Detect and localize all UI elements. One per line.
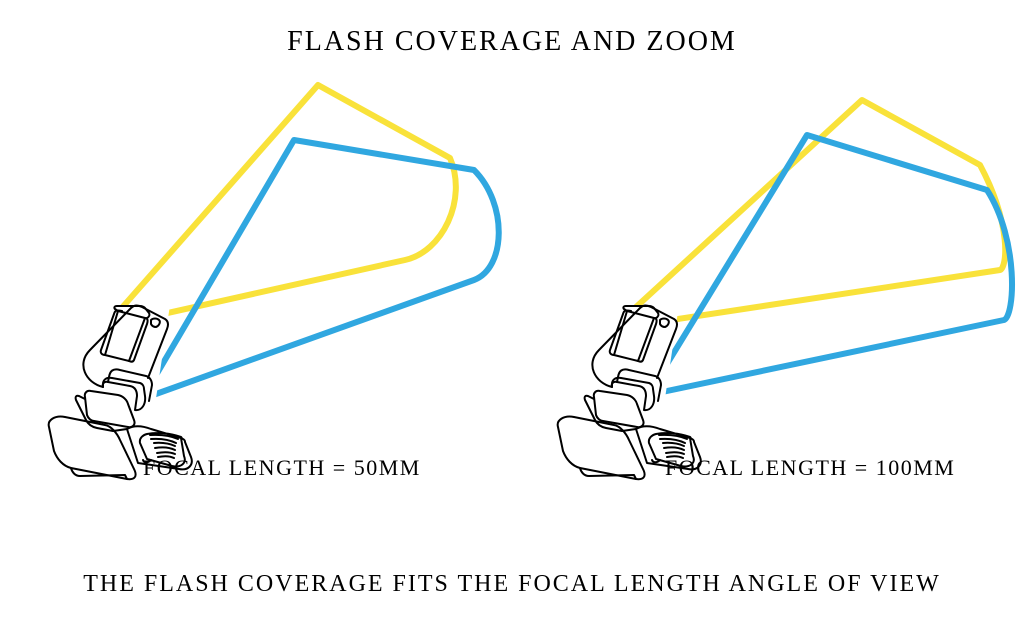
focal-length-label-right: FOCAL LENGTH = 100MM: [665, 455, 955, 481]
page-root: FLASH COVERAGE AND ZOOM FOCAL LENGTH = 5…: [0, 0, 1024, 640]
camera-icon: [552, 305, 706, 480]
camera-icon: [43, 305, 197, 480]
focal-length-label-left: FOCAL LENGTH = 50MM: [143, 455, 421, 481]
diagram-svg: [0, 0, 1024, 640]
bottom-caption: THE FLASH COVERAGE FITS THE FOCAL LENGTH…: [0, 571, 1024, 598]
